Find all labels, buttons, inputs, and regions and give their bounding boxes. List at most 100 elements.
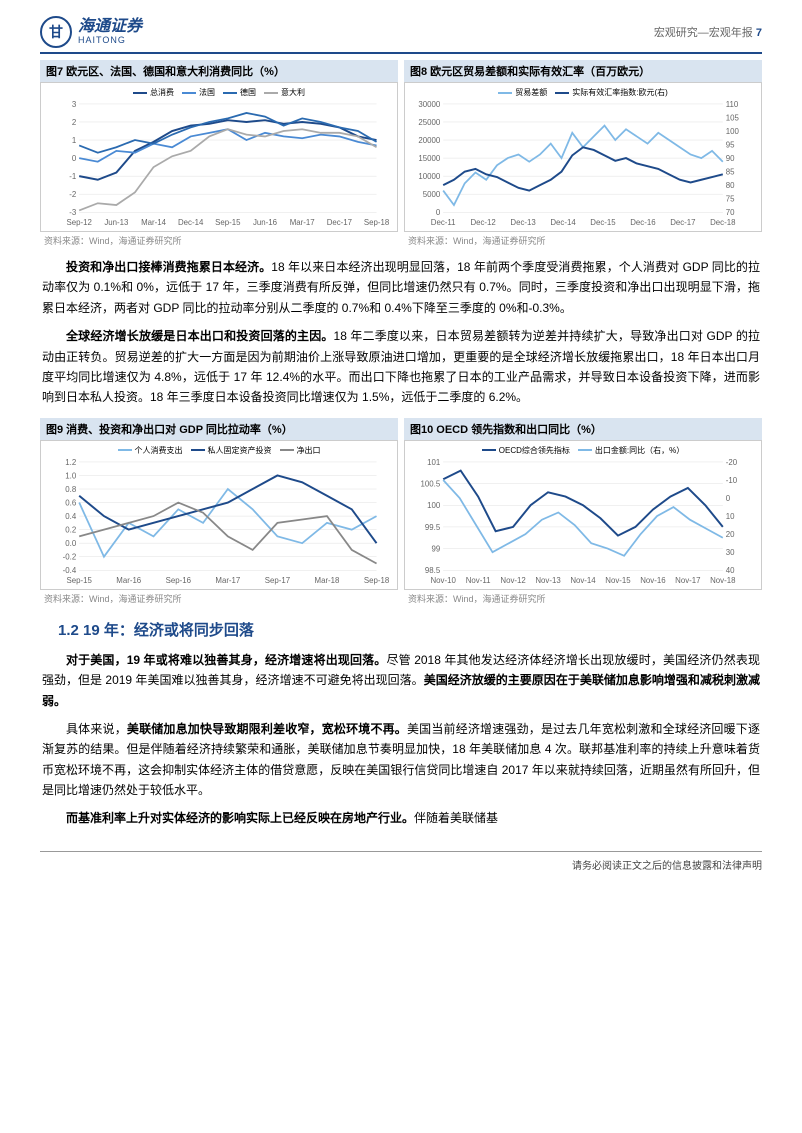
chart9-svg: -0.4-0.20.00.20.40.60.81.01.2Sep-15Mar-1… [45,458,393,586]
svg-text:15000: 15000 [418,154,440,163]
svg-text:0: 0 [436,208,441,217]
page-header: 甘 海通证券 HAITONG 宏观研究—宏观年报 7 [40,16,762,48]
svg-text:0: 0 [72,154,77,163]
svg-text:-0.2: -0.2 [63,552,77,561]
logo-en: HAITONG [78,36,142,46]
svg-text:Nov-12: Nov-12 [500,576,525,585]
svg-text:95: 95 [726,141,735,150]
charts-row-1: 图7 欧元区、法国、德国和意大利消费同比（%） 总消费法国德国意大利 -3 -2 -… [40,60,762,247]
page-number: 7 [756,27,762,39]
svg-text:Sep-18: Sep-18 [364,576,390,585]
svg-text:Nov-15: Nov-15 [605,576,631,585]
svg-text:Jun-16: Jun-16 [253,218,278,227]
chart7-title: 图7 欧元区、法国、德国和意大利消费同比（%） [40,60,398,82]
svg-text:Dec-12: Dec-12 [470,218,495,227]
chart10-legend: OECD综合领先指标出口金额:同比（右，%） [409,445,757,456]
chart8-body: 贸易差额实际有效汇率指数:欧元(右) 050001000015000200002… [404,82,762,232]
paragraph-3: 对于美国，19 年或将难以独善其身，经济增速将出现回落。尽管 2018 年其他发… [42,650,760,711]
svg-text:-3: -3 [69,208,77,217]
svg-text:Dec-17: Dec-17 [670,218,695,227]
svg-text:30000: 30000 [418,100,440,109]
chart9: 图9 消费、投资和净出口对 GDP 同比拉动率（%） 个人消费支出私人固定资产投… [40,418,398,605]
svg-text:99.5: 99.5 [425,523,441,532]
logo-cn: 海通证券 [78,18,142,36]
svg-text:70: 70 [726,208,735,217]
svg-text:20000: 20000 [418,136,440,145]
svg-text:Mar-17: Mar-17 [215,576,240,585]
chart8-source: 资料来源：Wind，海通证券研究所 [404,234,762,247]
svg-text:100: 100 [427,501,441,510]
svg-text:1.0: 1.0 [65,471,77,480]
svg-text:Nov-18: Nov-18 [710,576,736,585]
para3-lead: 对于美国，19 年或将难以独善其身，经济增速将出现回落。 [66,653,386,667]
svg-text:Mar-14: Mar-14 [141,218,167,227]
paragraph-5: 而基准利率上升对实体经济的影响实际上已经反映在房地产行业。伴随着美联储基 [42,808,760,828]
paragraph-2: 全球经济增长放缓是日本出口和投资回落的主因。18 年二季度以来，日本贸易差额转为… [42,326,760,408]
svg-text:Nov-17: Nov-17 [675,576,700,585]
svg-text:5000: 5000 [423,190,441,199]
svg-text:Dec-14: Dec-14 [550,218,576,227]
logo-mark: 甘 [40,16,72,48]
para2-lead: 全球经济增长放缓是日本出口和投资回落的主因。 [66,329,334,343]
chart8-legend: 贸易差额实际有效汇率指数:欧元(右) [409,87,757,98]
chart7-body: 总消费法国德国意大利 -3-2-10123Sep-12Jun-13Mar-14D… [40,82,398,232]
svg-text:Sep-16: Sep-16 [166,576,192,585]
svg-text:85: 85 [726,168,735,177]
svg-text:2: 2 [72,118,76,127]
svg-text:0.6: 0.6 [65,498,77,507]
svg-text:0.0: 0.0 [65,539,77,548]
svg-text:-20: -20 [726,458,738,467]
page: 甘 海通证券 HAITONG 宏观研究—宏观年报 7 图7 欧元区、法国、德国和… [0,0,802,888]
svg-text:25000: 25000 [418,118,440,127]
svg-text:-2: -2 [69,190,76,199]
para4-lead: 具体来说， [66,722,127,736]
svg-text:Nov-13: Nov-13 [535,576,561,585]
para5-lead: 而基准利率上升对实体经济的影响实际上已经反映在房地产行业。 [66,811,414,825]
svg-text:0.8: 0.8 [65,485,77,494]
svg-text:99: 99 [431,544,440,553]
header-rule [40,52,762,54]
chart7-legend: 总消费法国德国意大利 [45,87,393,98]
svg-text:Sep-15: Sep-15 [215,218,241,227]
chart7-svg: -3-2-10123Sep-12Jun-13Mar-14Dec-14Sep-15… [45,100,393,228]
svg-text:3: 3 [72,100,77,109]
svg-text:20: 20 [726,530,735,539]
svg-text:98.5: 98.5 [425,566,441,575]
svg-text:Nov-16: Nov-16 [640,576,666,585]
svg-text:Dec-18: Dec-18 [710,218,736,227]
chart9-legend: 个人消费支出私人固定资产投资净出口 [45,445,393,456]
svg-text:110: 110 [726,100,739,109]
svg-text:Dec-13: Dec-13 [510,218,536,227]
svg-text:105: 105 [726,113,740,122]
svg-text:1.2: 1.2 [65,458,76,467]
svg-text:-0.4: -0.4 [63,566,77,575]
svg-text:Sep-17: Sep-17 [265,576,290,585]
svg-text:Dec-14: Dec-14 [178,218,204,227]
svg-text:-1: -1 [69,172,76,181]
chart9-title: 图9 消费、投资和净出口对 GDP 同比拉动率（%） [40,418,398,440]
svg-text:Dec-15: Dec-15 [590,218,616,227]
svg-text:40: 40 [726,566,735,575]
svg-text:Dec-17: Dec-17 [327,218,352,227]
chart10-source: 资料来源：Wind，海通证券研究所 [404,592,762,605]
chart10-body: OECD综合领先指标出口金额:同比（右，%） 98.5 99 99.5 100 100.… [404,440,762,590]
svg-text:90: 90 [726,154,735,163]
svg-text:Sep-18: Sep-18 [364,218,390,227]
text-block-1: 投资和净出口接棒消费拖累日本经济。18 年以来日本经济出现明显回落，18 年前两… [40,257,762,408]
svg-text:Nov-11: Nov-11 [466,576,491,585]
para1-lead: 投资和净出口接棒消费拖累日本经济。 [66,260,271,274]
svg-text:100.5: 100.5 [421,479,441,488]
svg-text:30: 30 [726,548,735,557]
chart8-title: 图8 欧元区贸易差额和实际有效汇率（百万欧元） [404,60,762,82]
svg-text:100: 100 [726,127,740,136]
footer-text: 请务必阅读正文之后的信息披露和法律声明 [572,861,762,872]
svg-text:1: 1 [72,136,76,145]
chart9-body: 个人消费支出私人固定资产投资净出口 -0.4-0.20.00.20.40.60.… [40,440,398,590]
svg-text:Sep-15: Sep-15 [67,576,93,585]
chart10: 图10 OECD 领先指数和出口同比（%） OECD综合领先指标出口金额:同比（… [404,418,762,605]
chart7: 图7 欧元区、法国、德国和意大利消费同比（%） 总消费法国德国意大利 -3 -2 -… [40,60,398,247]
doc-category: 宏观研究—宏观年报 [654,27,753,39]
svg-text:-10: -10 [726,476,738,485]
section-1-2: 1.2 19 年：经济或将同步回落 [40,619,762,640]
svg-text:0.2: 0.2 [65,525,76,534]
